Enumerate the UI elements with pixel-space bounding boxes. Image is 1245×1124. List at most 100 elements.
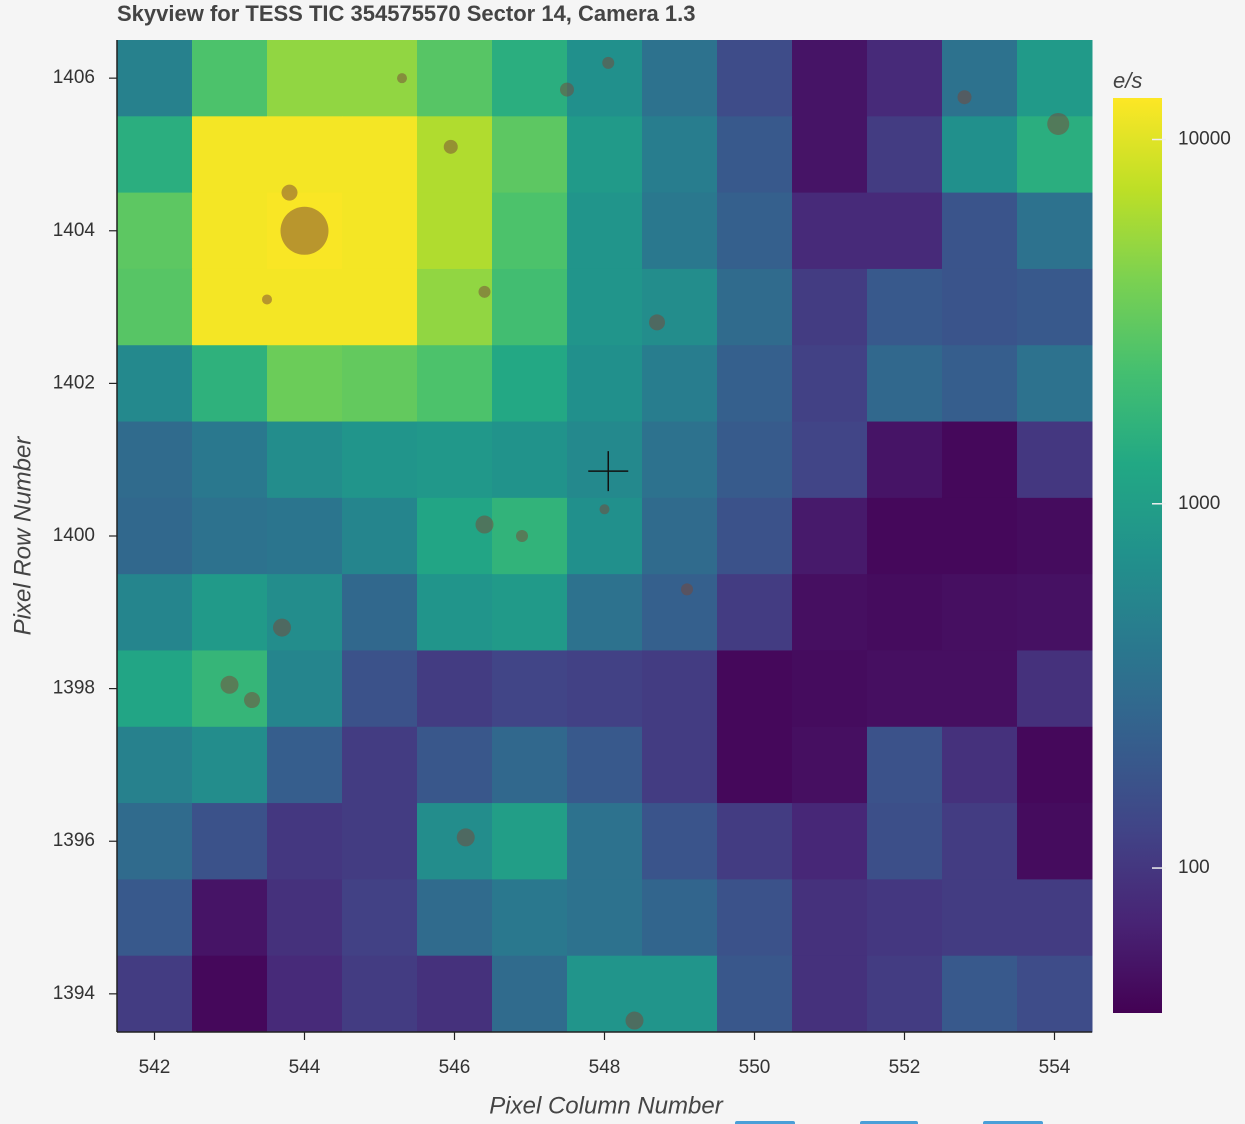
heatmap-cell: [642, 40, 718, 117]
star: [649, 314, 665, 331]
colorbar-tick-label: 10000: [1178, 129, 1231, 150]
heatmap-cell: [867, 421, 943, 499]
heatmap-cell: [642, 879, 718, 957]
star: [443, 139, 458, 154]
heatmap-cell: [492, 497, 568, 575]
heatmap-cell: [342, 955, 418, 1033]
heatmap-cell: [792, 650, 868, 728]
heatmap-cell: [867, 116, 943, 194]
heatmap-cell: [942, 955, 1018, 1033]
heatmap-cell: [567, 345, 643, 423]
heatmap-cell: [792, 40, 868, 117]
y-tick-label: 1398: [53, 678, 95, 699]
heatmap-cell: [267, 726, 343, 804]
heatmap-cell: [717, 497, 793, 575]
heatmap-cell: [267, 345, 343, 423]
heatmap-cell: [417, 268, 493, 346]
heatmap-cell: [417, 879, 493, 957]
heatmap-cell: [642, 726, 718, 804]
colorbar-label: e/s: [1113, 68, 1142, 93]
heatmap-cell: [867, 955, 943, 1033]
heatmap-cell: [117, 40, 193, 117]
heatmap-cell: [792, 345, 868, 423]
heatmap-cell: [942, 650, 1018, 728]
heatmap-cell: [492, 40, 568, 117]
heatmap-cell: [192, 574, 268, 651]
plot-area: [117, 40, 1093, 1033]
heatmap-cell: [792, 955, 868, 1033]
heatmap-cell: [1017, 421, 1093, 499]
chart-title: Skyview for TESS TIC 354575570 Sector 14…: [117, 1, 695, 26]
heatmap-cell: [342, 574, 418, 651]
heatmap-cell: [342, 268, 418, 346]
heatmap-cell: [1017, 955, 1093, 1033]
heatmap-cell: [192, 879, 268, 957]
y-tick-label: 1406: [53, 67, 95, 88]
x-tick-label: 550: [739, 1057, 771, 1078]
heatmap-cell: [942, 574, 1018, 651]
star: [681, 583, 693, 596]
heatmap-cell: [867, 268, 943, 346]
star: [1047, 112, 1070, 135]
heatmap-cell: [642, 345, 718, 423]
star: [599, 504, 610, 515]
x-tick-label: 548: [589, 1057, 621, 1078]
heatmap-cell: [642, 192, 718, 270]
heatmap-cell: [492, 650, 568, 728]
heatmap-cell: [342, 497, 418, 575]
heatmap-cell: [642, 421, 718, 499]
y-tick-label: 1402: [53, 372, 95, 393]
heatmap-cell: [417, 803, 493, 880]
heatmap-cell: [792, 421, 868, 499]
heatmap-cell: [417, 421, 493, 499]
y-tick-label: 1394: [53, 983, 96, 1004]
heatmap-cell: [267, 879, 343, 957]
heatmap-cell: [717, 955, 793, 1033]
heatmap-cell: [567, 192, 643, 270]
heatmap-cell: [267, 268, 343, 346]
button[interactable]: [983, 1121, 1043, 1124]
heatmap-cell: [717, 345, 793, 423]
heatmap-cell: [117, 650, 193, 728]
heatmap-cell: [567, 726, 643, 804]
heatmap-cell: [792, 803, 868, 880]
x-tick-label: 554: [1039, 1057, 1071, 1078]
heatmap-cell: [117, 574, 193, 651]
heatmap-cell: [267, 955, 343, 1033]
heatmap-cell: [642, 803, 718, 880]
heatmap-cell: [267, 650, 343, 728]
heatmap-cell: [567, 879, 643, 957]
heatmap-cell: [942, 497, 1018, 575]
heatmap-cell: [342, 192, 418, 270]
star: [244, 692, 260, 709]
heatmap-cell: [192, 268, 268, 346]
heatmap-cell: [417, 116, 493, 194]
heatmap-cell: [117, 955, 193, 1033]
heatmap-cell: [642, 268, 718, 346]
star: [475, 515, 494, 534]
heatmap-cell: [642, 116, 718, 194]
heatmap-cell: [1017, 803, 1093, 880]
y-tick-label: 1396: [53, 830, 95, 851]
heatmap-cell: [567, 650, 643, 728]
button[interactable]: [735, 1121, 795, 1124]
heatmap-cell: [942, 726, 1018, 804]
heatmap-cell: [267, 116, 343, 194]
heatmap-cell: [267, 497, 343, 575]
heatmap-cell: [717, 726, 793, 804]
heatmap-cell: [117, 879, 193, 957]
heatmap-cell: [267, 40, 343, 117]
heatmap-cell: [342, 726, 418, 804]
star: [397, 73, 407, 84]
heatmap-cell: [942, 345, 1018, 423]
heatmap-cell: [642, 955, 718, 1033]
heatmap-cell: [492, 268, 568, 346]
button[interactable]: [860, 1121, 918, 1124]
star: [281, 184, 298, 201]
heatmap-cell: [117, 726, 193, 804]
heatmap-cell: [717, 803, 793, 880]
heatmap-cell: [792, 574, 868, 651]
heatmap-cell: [417, 345, 493, 423]
heatmap-cell: [417, 955, 493, 1033]
